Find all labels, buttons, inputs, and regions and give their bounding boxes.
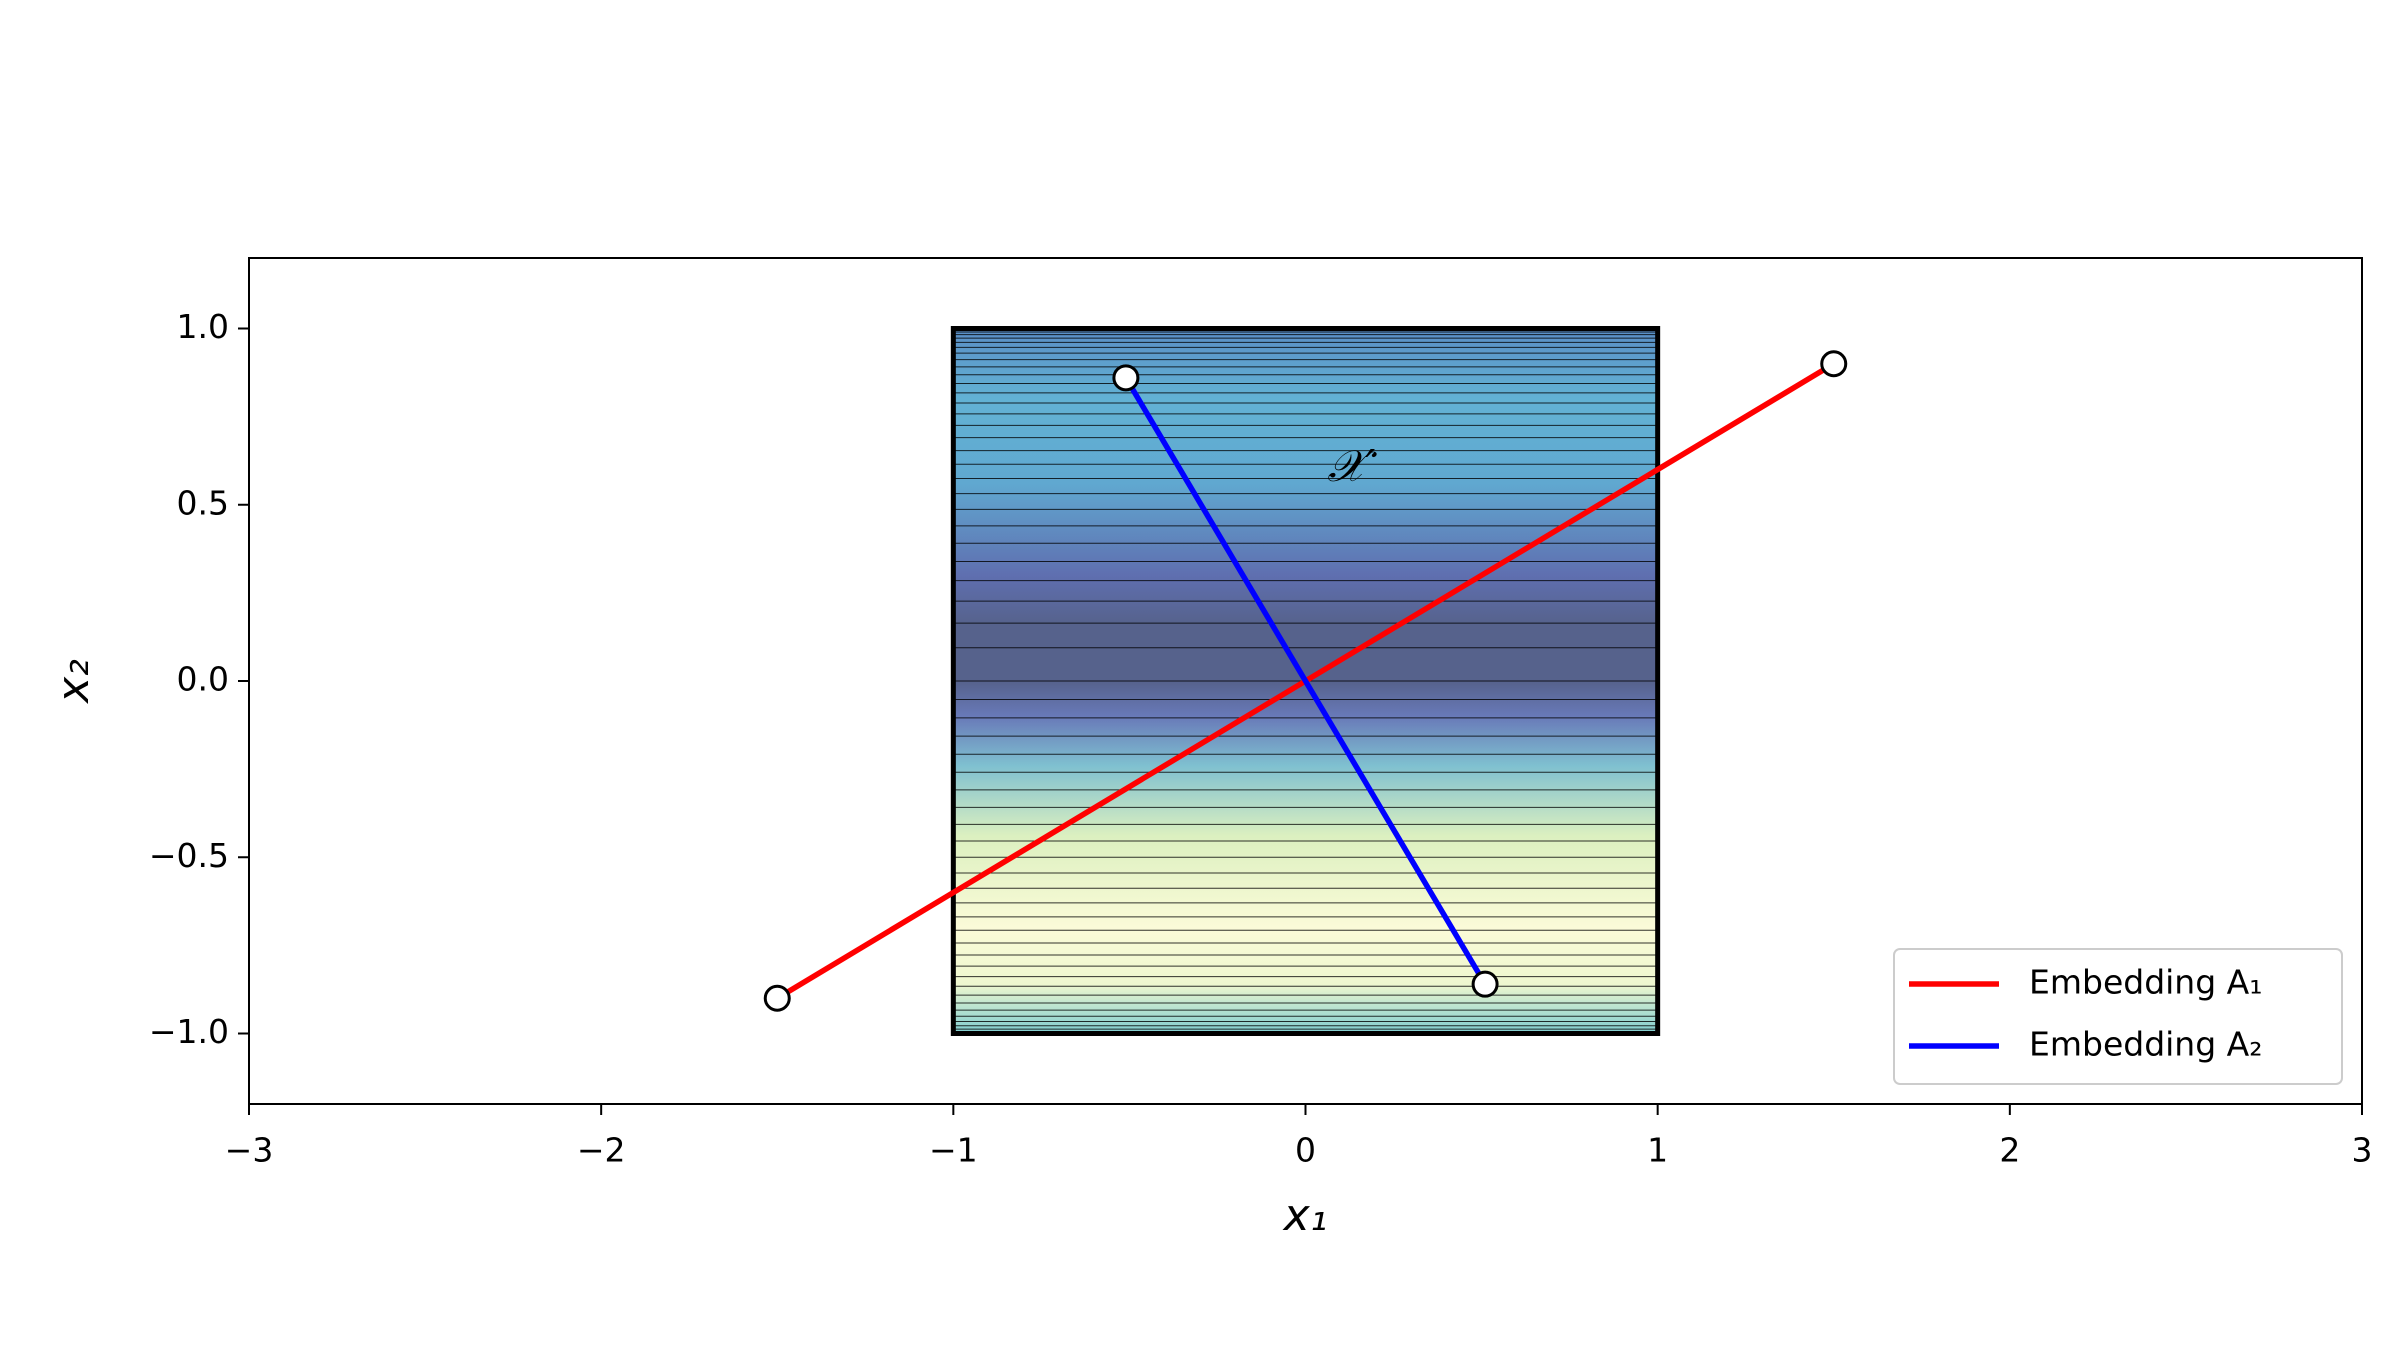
x-tick-label: −2 [577, 1131, 626, 1170]
endpoint-marker [1112, 364, 1140, 392]
y-tick-label: 1.0 [177, 307, 229, 346]
y-tick-label: −0.5 [149, 836, 229, 875]
x-tick-label: 2 [1999, 1131, 2020, 1170]
region-label: 𝒳′ [1327, 441, 1377, 492]
series-line [1123, 376, 1488, 986]
endpoint-marker [763, 984, 791, 1012]
x-tick-label: 3 [2352, 1131, 2373, 1170]
region-border [950, 326, 1661, 1036]
x-tick-label: 0 [1295, 1131, 1316, 1170]
legend-box [1893, 948, 2343, 1085]
endpoint-marker [1471, 970, 1499, 998]
x-tick-label: −3 [225, 1131, 274, 1170]
y-tick-label: −1.0 [149, 1012, 229, 1051]
x-axis-label: x₁ [1282, 1190, 1328, 1241]
y-axis-label: x₂ [48, 659, 99, 705]
endpoint-marker [1820, 350, 1848, 378]
y-tick-label: 0.0 [177, 660, 229, 699]
x-tick-label: 1 [1647, 1131, 1668, 1170]
legend-label: Embedding A₁ [2029, 963, 2262, 1002]
x-tick-label: −1 [929, 1131, 978, 1170]
legend-label: Embedding A₂ [2029, 1025, 2262, 1064]
y-tick-label: 0.5 [177, 483, 229, 522]
